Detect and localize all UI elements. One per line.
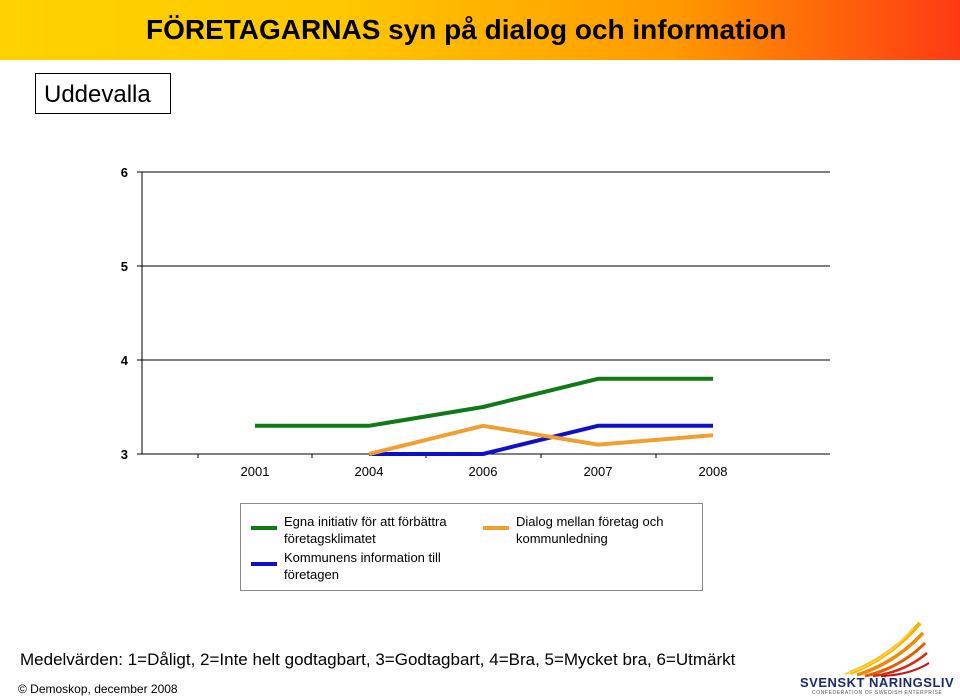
line-chart: 3 4 5 6 2001 2004 2006 2007 2008 [121, 165, 830, 479]
x-tick-label: 2006 [469, 464, 498, 479]
legend-swatch-kommunens-information [251, 562, 277, 566]
logo-tagline: CONFEDERATION OF SWEDISH ENTERPRISE [812, 690, 943, 696]
legend-swatch-dialog [483, 526, 509, 530]
legend-label-kommunens-information: Kommunens information till företagen [284, 550, 441, 582]
x-tick-label: 2004 [355, 464, 384, 479]
series-line-1 [255, 376, 713, 428]
copyright: © Demoskop, december 2008 [18, 682, 178, 696]
y-tick-label: 6 [121, 165, 128, 180]
series-line-2 [369, 423, 713, 456]
y-tick-label: 3 [121, 447, 128, 462]
header-bar [0, 0, 960, 60]
y-tick-label: 5 [121, 259, 128, 274]
series-line-3 [368, 423, 714, 456]
logo-text: SVENSKT NÄRINGSLIV [800, 675, 955, 690]
legend-label-egna-initiativ: Egna initiativ för att förbättra företag… [284, 514, 447, 546]
x-tick-label: 2007 [584, 464, 613, 479]
legend-swatch-egna-initiativ [251, 526, 277, 530]
chart-legend: Egna initiativ för att förbättra företag… [240, 503, 703, 591]
y-tick-label: 4 [121, 353, 129, 368]
svenskt-naringsliv-logo [844, 621, 930, 678]
footnote: Medelvärden: 1=Dåligt, 2=Inte helt godta… [20, 650, 736, 669]
x-tick-label: 2001 [241, 464, 270, 479]
legend-label-dialog: Dialog mellan företag och kommunledning [516, 514, 664, 546]
location-label: Uddevalla [35, 73, 171, 114]
page-title: FÖRETAGARNAS syn på dialog och informati… [146, 14, 787, 45]
x-tick-label: 2008 [699, 464, 728, 479]
